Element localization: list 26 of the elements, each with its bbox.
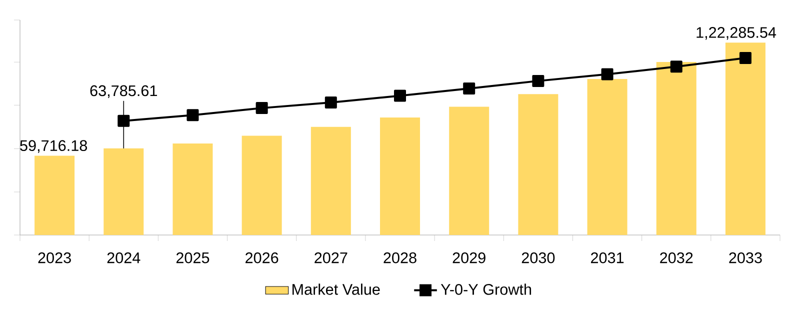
point (739, 52, 752, 64)
point (394, 90, 406, 102)
point (670, 60, 682, 73)
x-tick-label: 2032 (660, 252, 693, 264)
point (118, 114, 130, 127)
point (186, 109, 199, 122)
point (324, 96, 337, 108)
legend-label: Y-0-Y Growth (440, 284, 532, 295)
x-tick-label: 2026 (246, 252, 278, 264)
x-tick-label: 2029 (452, 252, 486, 264)
legend-label: Market Value (292, 284, 380, 295)
point (532, 74, 544, 87)
x-tick-label: 2023 (38, 252, 71, 264)
point (256, 102, 268, 114)
point (601, 68, 614, 80)
point (463, 82, 476, 95)
x-tick-label: 2024 (107, 252, 140, 264)
data-label: 1,22,285.54 (696, 27, 776, 40)
data-label: 63,785.61 (90, 85, 157, 98)
x-tick-label: 2027 (314, 252, 348, 264)
x-tick-label: 2025 (176, 252, 210, 264)
x-tick-label: 2030 (522, 252, 555, 264)
x-tick-label: 2033 (729, 252, 762, 264)
data-label: 59,716.18 (20, 140, 88, 153)
x-tick-label: 2031 (590, 252, 624, 264)
x-tick-label: 2028 (384, 252, 416, 264)
